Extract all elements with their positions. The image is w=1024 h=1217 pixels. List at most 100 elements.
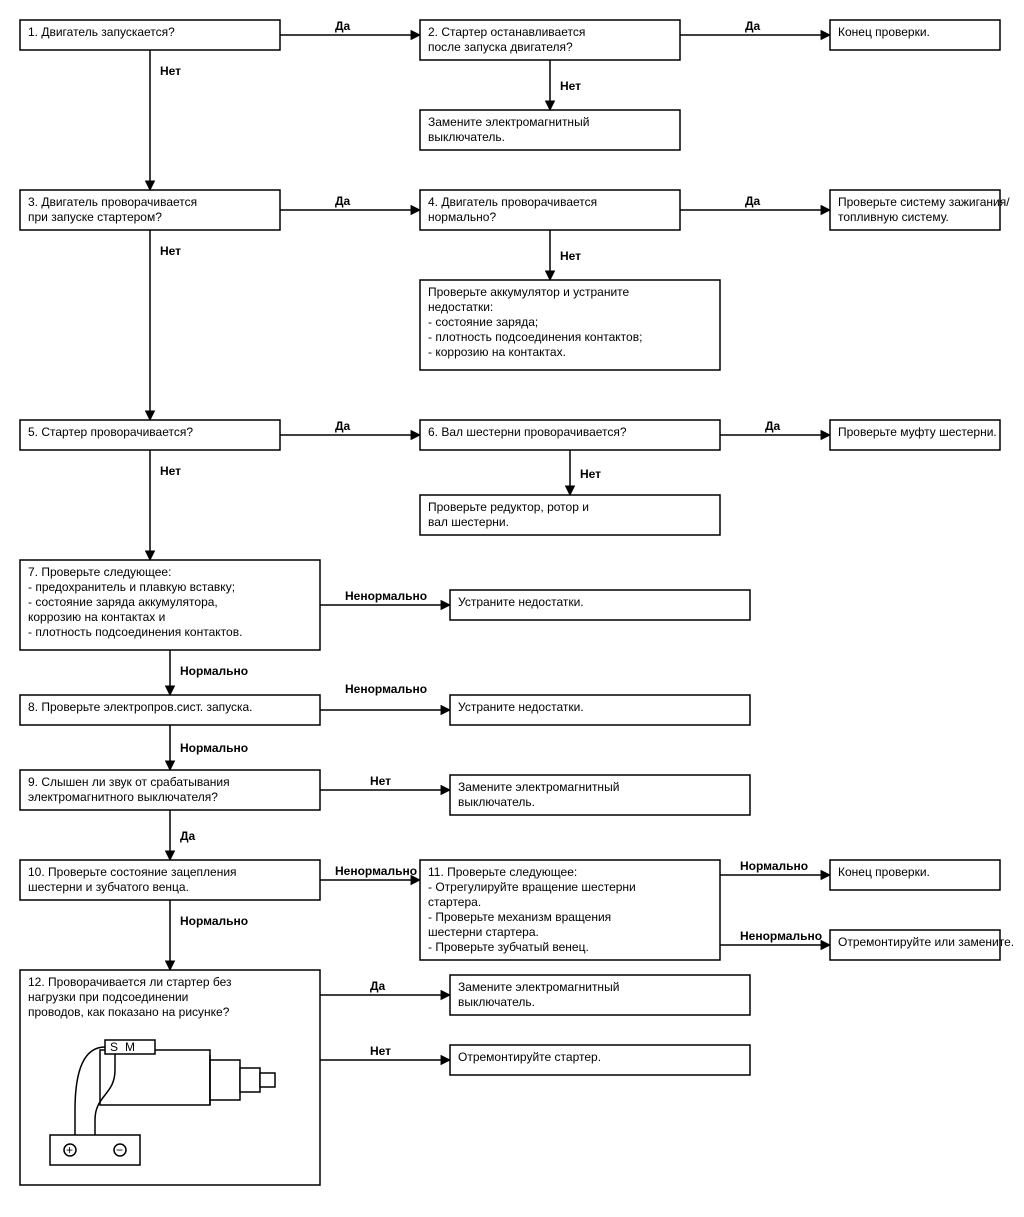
flow-edge-n3-n4: Да bbox=[280, 194, 420, 210]
edge-label: Нормально bbox=[180, 741, 248, 755]
flow-node-r9: Замените электромагнитныйвыключатель. bbox=[450, 975, 750, 1015]
node-text: 8. Проверьте электропров.сист. запуска. bbox=[28, 700, 253, 714]
edge-label: Нет bbox=[560, 249, 581, 263]
node-text: Устраните недостатки. bbox=[458, 700, 584, 714]
edge-label: Да bbox=[745, 194, 761, 208]
flow-node-n7: 7. Проверьте следующее:- предохранитель … bbox=[20, 560, 320, 650]
node-text: 12. Проворачивается ли стартер без bbox=[28, 975, 232, 989]
flow-node-n5: 5. Стартер проворачивается? bbox=[20, 420, 280, 450]
flow-edge-n6-r3: Да bbox=[720, 419, 830, 435]
flow-edge-n2-r1: Да bbox=[680, 19, 830, 35]
edge-label: Нет bbox=[560, 79, 581, 93]
svg-text:+: + bbox=[66, 1143, 73, 1157]
node-text: Проверьте редуктор, ротор и bbox=[428, 500, 589, 514]
edge-label: Ненормально bbox=[740, 929, 822, 943]
node-text: шестерни и зубчатого венца. bbox=[28, 880, 189, 894]
edge-label: Ненормально bbox=[335, 864, 417, 878]
flow-node-n1: 1. Двигатель запускается? bbox=[20, 20, 280, 50]
flow-edge-n2-r1b: Нет bbox=[550, 60, 581, 110]
flow-edge-n12-r9: Да bbox=[320, 979, 450, 995]
node-text: Отремонтируйте стартер. bbox=[458, 1050, 601, 1064]
node-text: - плотность подсоединения контактов; bbox=[428, 330, 642, 344]
svg-text:M: M bbox=[125, 1040, 135, 1054]
flow-node-r7: Конец проверки. bbox=[830, 860, 1000, 890]
flow-node-r4: Устраните недостатки. bbox=[450, 590, 750, 620]
node-text: - Отрегулируйте вращение шестерни bbox=[428, 880, 636, 894]
flow-edge-n7-n8: Нормально bbox=[170, 650, 248, 695]
edge-label: Нормально bbox=[740, 859, 808, 873]
flow-node-n2: 2. Стартер останавливаетсяпосле запуска … bbox=[420, 20, 680, 60]
edge-label: Ненормально bbox=[345, 682, 427, 696]
flow-edge-n5-n6: Да bbox=[280, 419, 420, 435]
flow-edge-n10-n11: Ненормально bbox=[320, 864, 420, 880]
node-text: Проверьте муфту шестерни. bbox=[838, 425, 997, 439]
flow-edge-n9-r6: Нет bbox=[320, 774, 450, 790]
flow-edge-n11-r8: Ненормально bbox=[720, 929, 830, 945]
node-text: - плотность подсоединения контактов. bbox=[28, 625, 242, 639]
flow-node-r5: Устраните недостатки. bbox=[450, 695, 750, 725]
flow-edge-n9-n10: Да bbox=[170, 810, 196, 860]
flow-node-r3: Проверьте муфту шестерни. bbox=[830, 420, 1000, 450]
node-text: после запуска двигателя? bbox=[428, 40, 573, 54]
node-text: 4. Двигатель проворачивается bbox=[428, 195, 597, 209]
flow-node-n4: 4. Двигатель проворачиваетсянормально? bbox=[420, 190, 680, 230]
edge-label: Ненормально bbox=[345, 589, 427, 603]
node-text: при запуске стартером? bbox=[28, 210, 162, 224]
node-text: - коррозию на контактах. bbox=[428, 345, 566, 359]
node-text: - предохранитель и плавкую вставку; bbox=[28, 580, 235, 594]
svg-text:−: − bbox=[116, 1143, 123, 1157]
flow-node-r10: Отремонтируйте стартер. bbox=[450, 1045, 750, 1075]
node-text: Проверьте систему зажигания/ bbox=[838, 195, 1010, 209]
edge-label: Нет bbox=[160, 464, 181, 478]
node-text: - состояние заряда; bbox=[428, 315, 538, 329]
flow-node-n6: 6. Вал шестерни проворачивается? bbox=[420, 420, 720, 450]
node-text: 1. Двигатель запускается? bbox=[28, 25, 175, 39]
node-text: нормально? bbox=[428, 210, 496, 224]
flow-edge-n4-r2b: Нет bbox=[550, 230, 581, 280]
node-text: выключатель. bbox=[458, 995, 535, 1009]
flow-node-r3b: Проверьте редуктор, ротор ивал шестерни. bbox=[420, 495, 720, 535]
flow-node-r2: Проверьте систему зажигания/топливную си… bbox=[830, 190, 1010, 230]
edge-label: Да bbox=[335, 194, 351, 208]
flow-node-n3: 3. Двигатель проворачиваетсяпри запуске … bbox=[20, 190, 280, 230]
node-text: вал шестерни. bbox=[428, 515, 509, 529]
node-text: Замените электромагнитный bbox=[458, 780, 619, 794]
edge-label: Нормально bbox=[180, 914, 248, 928]
node-text: Устраните недостатки. bbox=[458, 595, 584, 609]
node-text: 3. Двигатель проворачивается bbox=[28, 195, 197, 209]
flow-edge-n10-n12: Нормально bbox=[170, 900, 248, 970]
flow-edge-n7-r4: Ненормально bbox=[320, 589, 450, 605]
flow-edge-n1-n3: Нет bbox=[150, 50, 181, 190]
flow-node-r6: Замените электромагнитныйвыключатель. bbox=[450, 775, 750, 815]
node-text: 11. Проверьте следующее: bbox=[428, 865, 577, 879]
edge-label: Нет bbox=[160, 64, 181, 78]
flow-edge-n8-n9: Нормально bbox=[170, 725, 248, 770]
node-text: 6. Вал шестерни проворачивается? bbox=[428, 425, 627, 439]
node-text: 9. Слышен ли звук от срабатывания bbox=[28, 775, 230, 789]
node-text: Отремонтируйте или замените. bbox=[838, 935, 1014, 949]
node-text: проводов, как показано на рисунке? bbox=[28, 1005, 230, 1019]
node-text: коррозию на контактах и bbox=[28, 610, 165, 624]
node-text: - состояние заряда аккумулятора, bbox=[28, 595, 218, 609]
node-text: Замените электромагнитный bbox=[428, 115, 589, 129]
edge-label: Нет bbox=[160, 244, 181, 258]
flow-edge-n11-r7: Нормально bbox=[720, 859, 830, 875]
node-text: электромагнитного выключателя? bbox=[28, 790, 218, 804]
edge-label: Да bbox=[180, 829, 196, 843]
edge-label: Да bbox=[745, 19, 761, 33]
node-text: 2. Стартер останавливается bbox=[428, 25, 585, 39]
flow-edge-n6-r3b: Нет bbox=[570, 450, 601, 495]
node-text: 10. Проверьте состояние зацепления bbox=[28, 865, 237, 879]
flow-node-r1b: Замените электромагнитныйвыключатель. bbox=[420, 110, 680, 150]
edge-label: Да bbox=[335, 19, 351, 33]
flow-node-r1: Конец проверки. bbox=[830, 20, 1000, 50]
flow-node-n10: 10. Проверьте состояние зацепленияшестер… bbox=[20, 860, 320, 900]
node-text: шестерни стартера. bbox=[428, 925, 539, 939]
nodes-layer: 1. Двигатель запускается? 2. Стартер оста… bbox=[20, 20, 1014, 1185]
flow-node-n11: 11. Проверьте следующее:- Отрегулируйте … bbox=[420, 860, 720, 960]
edge-label: Да bbox=[335, 419, 351, 433]
flow-edge-n5-n7: Нет bbox=[150, 450, 181, 560]
edge-label: Да bbox=[765, 419, 781, 433]
node-text: выключатель. bbox=[458, 795, 535, 809]
flow-node-n9: 9. Слышен ли звук от срабатыванияэлектро… bbox=[20, 770, 320, 810]
